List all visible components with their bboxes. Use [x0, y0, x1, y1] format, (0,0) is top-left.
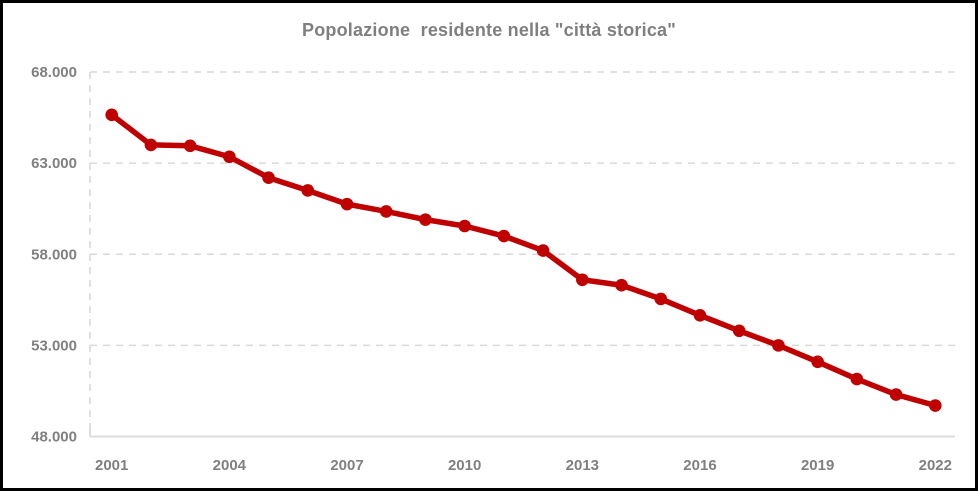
- data-point: [419, 213, 432, 226]
- chart-title: Popolazione residente nella "città stori…: [302, 20, 676, 40]
- data-point: [693, 309, 707, 322]
- data-point: [576, 273, 589, 287]
- y-axis-label: 53.000: [31, 337, 77, 354]
- data-point: [301, 184, 315, 197]
- data-point: [105, 108, 118, 122]
- data-point: [732, 324, 746, 338]
- x-axis-label: 2010: [448, 457, 481, 474]
- data-point: [262, 171, 275, 185]
- data-point: [536, 244, 550, 257]
- data-point: [379, 205, 393, 218]
- data-point: [850, 372, 864, 386]
- x-axis-label: 2001: [95, 457, 128, 474]
- x-axis-label: 2019: [801, 457, 834, 474]
- data-point: [654, 292, 668, 306]
- y-axis-label: 68.000: [31, 64, 77, 81]
- x-axis-label: 2016: [683, 457, 716, 474]
- x-axis-label: 2004: [213, 457, 247, 474]
- trend-line: [108, 112, 939, 409]
- data-point: [929, 399, 942, 412]
- data-point: [458, 219, 471, 233]
- data-point: [615, 278, 628, 292]
- data-point: [183, 139, 197, 153]
- x-axis-label: 2013: [566, 457, 599, 474]
- y-axis-label: 63.000: [31, 155, 77, 172]
- data-point: [144, 138, 158, 152]
- data-point: [223, 150, 236, 164]
- data-point: [497, 229, 511, 243]
- y-axis-label: 58.000: [31, 246, 77, 263]
- x-axis-label: 2007: [330, 457, 363, 474]
- x-axis-label: 2022: [919, 457, 952, 474]
- data-point: [811, 355, 824, 369]
- data-point: [889, 388, 903, 401]
- line-chart: 68.000 63.000 58.000 53.000 48.000 2001 2004 20…: [31, 64, 955, 474]
- data-point: [340, 197, 354, 211]
- data-point: [772, 339, 785, 352]
- y-axis-label: 48.000: [31, 429, 77, 446]
